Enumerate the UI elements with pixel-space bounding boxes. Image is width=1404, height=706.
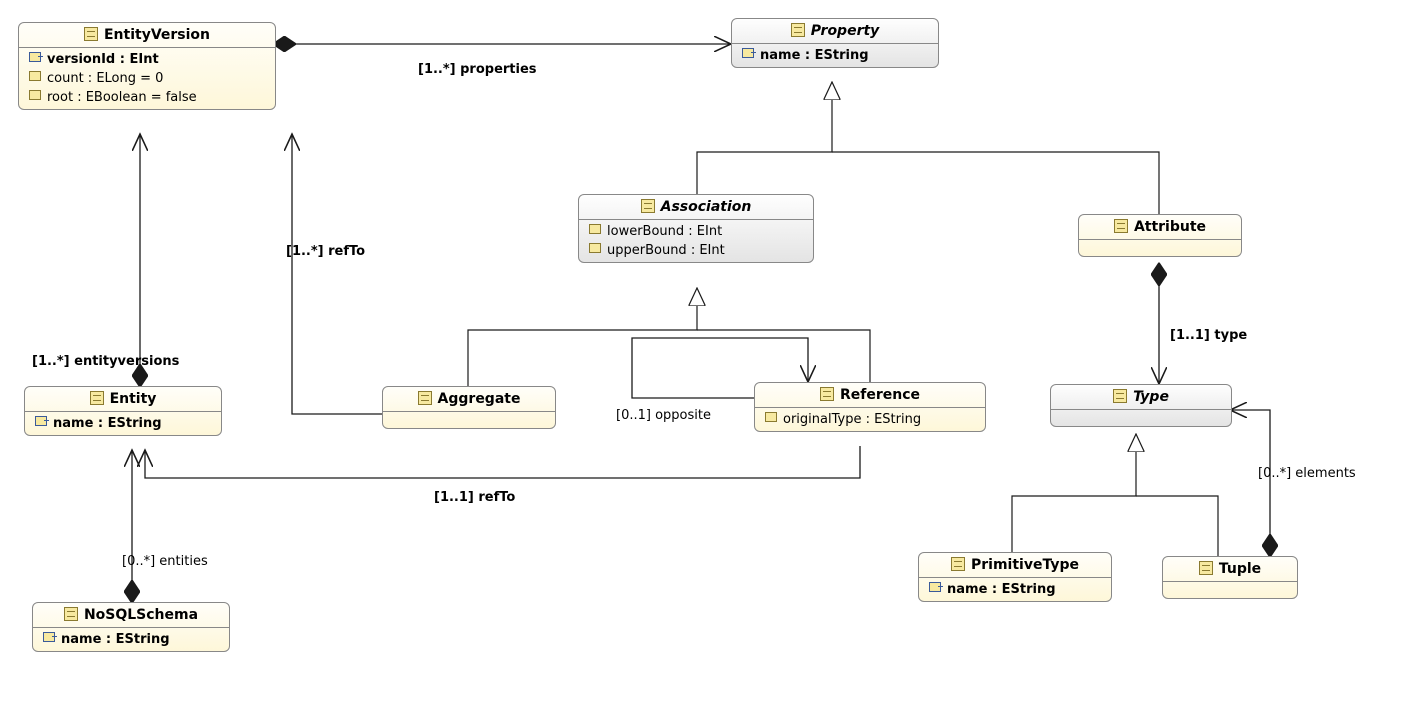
attribute-text: name : EString (61, 632, 170, 647)
attribute-text: versionId : EInt (47, 52, 159, 67)
key-icon (29, 52, 41, 62)
class-header: Attribute (1079, 215, 1241, 240)
class-header: Association (579, 195, 813, 220)
class-name: Entity (110, 391, 157, 407)
class-body (1163, 582, 1297, 598)
key-icon (929, 582, 941, 592)
class-EntityVersion[interactable]: EntityVersion versionId : EInt count : ELo… (18, 22, 276, 110)
class-icon (1114, 219, 1128, 233)
class-name: Attribute (1134, 219, 1206, 235)
attribute-text: name : EString (53, 416, 162, 431)
class-Reference[interactable]: Reference originalType : EString (754, 382, 986, 432)
class-header: Tuple (1163, 557, 1297, 582)
class-attribute: lowerBound : EInt (579, 222, 813, 241)
class-icon (90, 391, 104, 405)
key-icon (35, 416, 47, 426)
label-entities: [0..*] entities (122, 554, 208, 569)
class-attribute: name : EString (732, 46, 938, 65)
class-body: versionId : EInt count : ELong = 0 root : … (19, 48, 275, 109)
attribute-text: name : EString (760, 48, 869, 63)
label-properties: [1..*] properties (418, 62, 537, 77)
class-attribute: name : EString (919, 580, 1111, 599)
class-PrimitiveType[interactable]: PrimitiveType name : EString (918, 552, 1112, 602)
class-body: lowerBound : EInt upperBound : EInt (579, 220, 813, 262)
class-body: name : EString (33, 628, 229, 651)
class-Entity[interactable]: Entity name : EString (24, 386, 222, 436)
class-Type[interactable]: Type (1050, 384, 1232, 427)
class-icon (641, 199, 655, 213)
label-refto-agg: [1..*] refTo (286, 244, 365, 259)
class-name: Property (811, 23, 880, 39)
class-attribute: name : EString (25, 414, 221, 433)
label-type: [1..1] type (1170, 328, 1247, 343)
class-header: NoSQLSchema (33, 603, 229, 628)
label-entityversions: [1..*] entityversions (32, 354, 179, 369)
attribute-icon (589, 243, 601, 253)
class-Property[interactable]: Property name : EString (731, 18, 939, 68)
class-body: name : EString (732, 44, 938, 67)
attribute-text: originalType : EString (783, 412, 921, 427)
attribute-icon (589, 224, 601, 234)
class-header: Reference (755, 383, 985, 408)
class-name: Type (1133, 389, 1169, 405)
class-name: Reference (840, 387, 920, 403)
key-icon (43, 632, 55, 642)
class-body (1079, 240, 1241, 256)
class-attribute: count : ELong = 0 (19, 69, 275, 88)
attribute-text: lowerBound : EInt (607, 224, 722, 239)
class-Tuple[interactable]: Tuple (1162, 556, 1298, 599)
label-opposite: [0..1] opposite (616, 408, 711, 423)
class-Aggregate[interactable]: Aggregate (382, 386, 556, 429)
class-name: PrimitiveType (971, 557, 1079, 573)
class-header: Type (1051, 385, 1231, 410)
class-attribute: upperBound : EInt (579, 241, 813, 260)
class-icon (84, 27, 98, 41)
class-body: name : EString (919, 578, 1111, 601)
attribute-text: name : EString (947, 582, 1056, 597)
class-name: NoSQLSchema (84, 607, 198, 623)
attribute-text: upperBound : EInt (607, 243, 725, 258)
class-attribute: name : EString (33, 630, 229, 649)
label-refto-ref: [1..1] refTo (434, 490, 515, 505)
class-body (383, 412, 555, 428)
class-icon (1113, 389, 1127, 403)
class-header: Aggregate (383, 387, 555, 412)
class-attribute: root : EBoolean = false (19, 88, 275, 107)
attribute-icon (29, 71, 41, 81)
attribute-icon (765, 412, 777, 422)
key-icon (742, 48, 754, 58)
class-icon (1199, 561, 1213, 575)
class-name: EntityVersion (104, 27, 210, 43)
class-name: Association (661, 199, 752, 215)
class-body (1051, 410, 1231, 426)
class-NoSQLSchema[interactable]: NoSQLSchema name : EString (32, 602, 230, 652)
class-icon (791, 23, 805, 37)
class-icon (820, 387, 834, 401)
class-icon (951, 557, 965, 571)
class-body: name : EString (25, 412, 221, 435)
class-header: PrimitiveType (919, 553, 1111, 578)
attribute-text: root : EBoolean = false (47, 90, 197, 105)
class-name: Aggregate (438, 391, 521, 407)
class-icon (64, 607, 78, 621)
class-header: Property (732, 19, 938, 44)
attribute-icon (29, 90, 41, 100)
class-Association[interactable]: Association lowerBound : EInt upperBound :… (578, 194, 814, 263)
label-elements: [0..*] elements (1258, 466, 1356, 481)
attribute-text: count : ELong = 0 (47, 71, 163, 86)
class-attribute: versionId : EInt (19, 50, 275, 69)
class-icon (418, 391, 432, 405)
class-header: EntityVersion (19, 23, 275, 48)
class-name: Tuple (1219, 561, 1261, 577)
class-body: originalType : EString (755, 408, 985, 431)
class-header: Entity (25, 387, 221, 412)
class-Attribute[interactable]: Attribute (1078, 214, 1242, 257)
class-attribute: originalType : EString (755, 410, 985, 429)
